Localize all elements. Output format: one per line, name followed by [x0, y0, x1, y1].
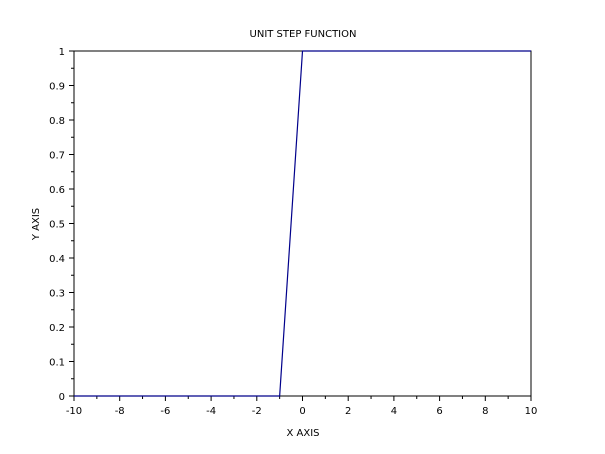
y-tick-label: 0.7	[49, 151, 65, 162]
y-axis-label: Y AXIS	[31, 208, 42, 241]
x-tick-label: -2	[252, 406, 262, 417]
series-line	[74, 50, 531, 397]
y-tick-label: 0.1	[49, 358, 65, 369]
chart-title: UNIT STEP FUNCTION	[250, 29, 357, 40]
ticks-layer: -10 -8 -6 -4 -2 0 2 4 6 8 10 0 0.1 0.2 0.3 0.4 0.5 0.6 0.7…	[49, 47, 537, 417]
x-tick-label: 8	[482, 406, 488, 417]
series-layer	[74, 50, 531, 397]
x-tick-label: 6	[436, 406, 442, 417]
y-tick-label: 0.5	[49, 220, 65, 231]
x-tick-label: -4	[206, 406, 216, 417]
y-tick-label: 0.8	[49, 116, 65, 127]
x-tick-label: -6	[160, 406, 170, 417]
x-tick-label: -10	[66, 406, 82, 417]
x-tick-label: 2	[345, 406, 351, 417]
y-tick-label: 0.3	[49, 289, 65, 300]
y-tick-label: 0	[59, 392, 65, 403]
y-tick-label: 0.2	[49, 323, 65, 334]
x-tick-label: 0	[299, 406, 305, 417]
y-tick-label: 0.9	[49, 82, 65, 93]
y-tick-label: 1	[59, 47, 65, 58]
x-tick-label: 4	[391, 406, 397, 417]
x-tick-label: 10	[525, 406, 538, 417]
x-tick-label: -8	[115, 406, 125, 417]
plot-area-frame	[73, 50, 532, 397]
y-tick-label: 0.6	[49, 185, 65, 196]
x-axis-label: X AXIS	[286, 428, 319, 439]
y-tick-label: 0.4	[49, 254, 65, 265]
